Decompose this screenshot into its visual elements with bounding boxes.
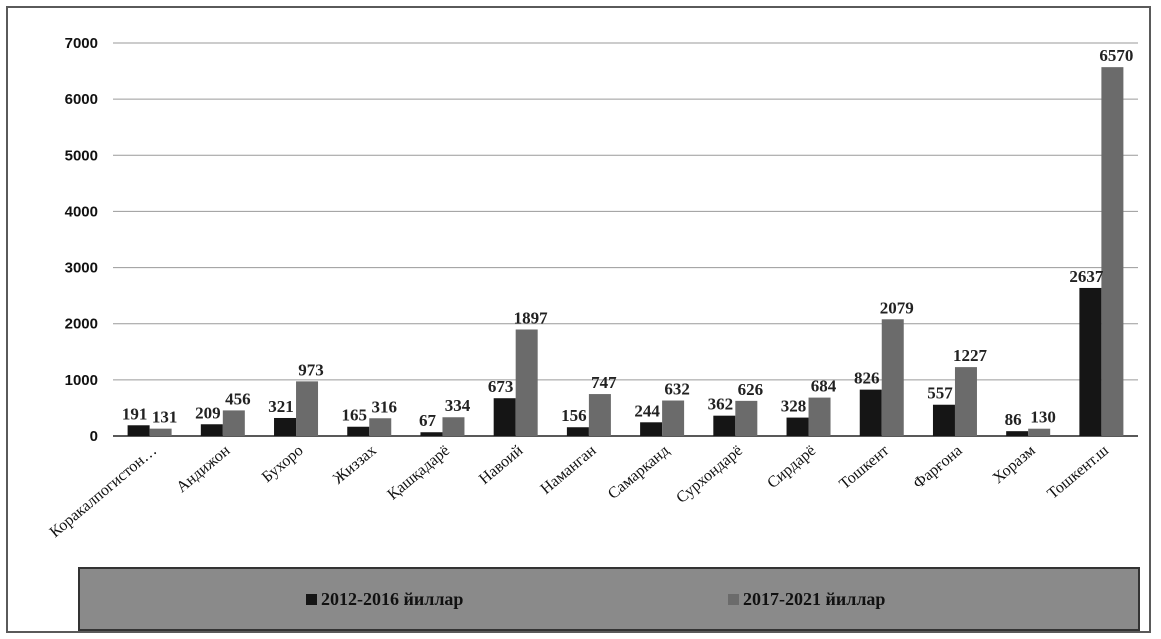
data-label-series-2: 2079 xyxy=(880,298,914,317)
x-tick-label: Тошкент xyxy=(836,442,892,493)
x-axis-ticks: Коракалпогистон… Андижон Бухоро Жиззах Қашқа… xyxy=(47,442,1113,542)
x-tick-label: Самарканд xyxy=(605,442,673,503)
data-label-series-1: 86 xyxy=(1005,410,1022,429)
bar-series-1 xyxy=(493,398,516,436)
bar-series-2 xyxy=(149,428,172,436)
x-tick-label: Бухоро xyxy=(259,442,307,486)
data-label-series-1: 557 xyxy=(927,384,953,403)
data-label-series-1: 2637 xyxy=(1069,267,1104,286)
bar-series-2 xyxy=(1028,428,1051,436)
data-label-series-1: 328 xyxy=(781,397,807,416)
legend-entry-series-2: 2017-2021 йиллар xyxy=(728,589,885,610)
bar-series-1 xyxy=(127,425,150,436)
x-tick-label: Сурхондарё xyxy=(673,442,746,507)
bar-series-1 xyxy=(640,422,663,436)
x-tick-label: Коракалпогистон… xyxy=(47,442,160,541)
data-label-series-2: 334 xyxy=(445,396,471,415)
bar-series-2 xyxy=(442,417,465,436)
x-tick-label: Қашқадарё xyxy=(384,442,453,503)
y-tick-label: 1000 xyxy=(65,372,98,389)
chart-frame: 0 1000 2000 3000 4000 5000 6000 7000 191 131 209 4… xyxy=(6,6,1151,633)
x-tick-label: Андижон xyxy=(173,442,233,496)
data-label-series-2: 130 xyxy=(1030,408,1056,427)
data-label-series-1: 165 xyxy=(342,406,368,425)
x-tick-label: Фарғона xyxy=(910,442,965,492)
data-label-series-2: 973 xyxy=(298,360,324,379)
data-label-series-2: 747 xyxy=(591,373,617,392)
bar-series-2 xyxy=(369,418,392,436)
y-tick-label: 0 xyxy=(90,428,98,445)
legend-label-series-1: 2012-2016 йиллар xyxy=(321,589,464,609)
data-label-series-2: 626 xyxy=(738,380,764,399)
data-label-series-1: 244 xyxy=(634,401,660,420)
bar-series-1 xyxy=(932,404,955,436)
legend: 2012-2016 йиллар 2017-2021 йиллар xyxy=(78,567,1140,631)
y-tick-label: 3000 xyxy=(65,260,98,277)
bar-series-1 xyxy=(1079,287,1102,436)
bar-series-2 xyxy=(588,394,611,436)
data-label-series-2: 131 xyxy=(152,408,178,427)
bar-series-2 xyxy=(222,410,245,436)
bar-series-1 xyxy=(786,417,809,436)
bar-series-1 xyxy=(859,389,882,436)
bar-series-2 xyxy=(881,319,904,436)
data-label-series-2: 456 xyxy=(225,389,251,408)
bar-series-2 xyxy=(515,329,538,436)
x-tick-label: Жиззах xyxy=(330,442,380,488)
data-label-series-2: 1897 xyxy=(514,308,549,327)
data-label-series-2: 684 xyxy=(811,377,837,396)
bar-series-1 xyxy=(713,415,736,436)
data-label-series-2: 632 xyxy=(664,380,690,399)
x-tick-label: Сирдарё xyxy=(764,442,819,492)
bars xyxy=(127,67,1124,437)
legend-swatch-series-2 xyxy=(728,594,739,605)
bar-series-1 xyxy=(274,417,297,436)
data-label-series-1: 156 xyxy=(561,406,587,425)
data-label-series-1: 321 xyxy=(268,397,294,416)
y-tick-label: 6000 xyxy=(65,91,98,108)
bar-chart: 0 1000 2000 3000 4000 5000 6000 7000 191 131 2094… xyxy=(47,35,1138,542)
bar-series-1 xyxy=(200,424,223,436)
bar-series-2 xyxy=(662,400,685,436)
data-label-series-1: 191 xyxy=(122,404,148,423)
data-label-series-1: 67 xyxy=(419,411,437,430)
bar-series-2 xyxy=(296,381,319,436)
x-tick-label: Тошкент.ш xyxy=(1044,442,1112,503)
grid-lines xyxy=(113,42,1138,437)
bar-series-2 xyxy=(1101,67,1124,437)
data-label-series-2: 6570 xyxy=(1099,46,1133,65)
legend-label-series-2: 2017-2021 йиллар xyxy=(743,589,886,609)
y-axis-ticks: 0 1000 2000 3000 4000 5000 6000 7000 xyxy=(65,35,98,445)
data-label-series-2: 316 xyxy=(372,397,398,416)
legend-swatch-series-1 xyxy=(306,594,317,605)
bar-series-2 xyxy=(808,397,831,436)
data-label-series-2: 1227 xyxy=(953,346,988,365)
bar-series-1 xyxy=(420,432,443,436)
data-label-series-1: 209 xyxy=(195,403,221,422)
y-tick-label: 4000 xyxy=(65,203,98,220)
x-tick-label: Наманган xyxy=(538,442,600,498)
y-tick-label: 5000 xyxy=(65,147,98,164)
bar-series-2 xyxy=(954,367,977,436)
legend-entry-series-1: 2012-2016 йиллар xyxy=(306,589,463,610)
x-tick-label: Хоразм xyxy=(990,442,1039,487)
y-tick-label: 7000 xyxy=(65,35,98,52)
data-label-series-1: 673 xyxy=(488,377,514,396)
bar-series-1 xyxy=(347,426,370,436)
data-label-series-1: 826 xyxy=(854,369,880,388)
data-label-series-1: 362 xyxy=(708,395,734,414)
bar-series-1 xyxy=(566,427,589,436)
x-tick-label: Навоий xyxy=(476,442,527,488)
bar-series-1 xyxy=(1006,431,1029,436)
y-tick-label: 2000 xyxy=(65,316,98,333)
bar-series-2 xyxy=(735,400,758,436)
